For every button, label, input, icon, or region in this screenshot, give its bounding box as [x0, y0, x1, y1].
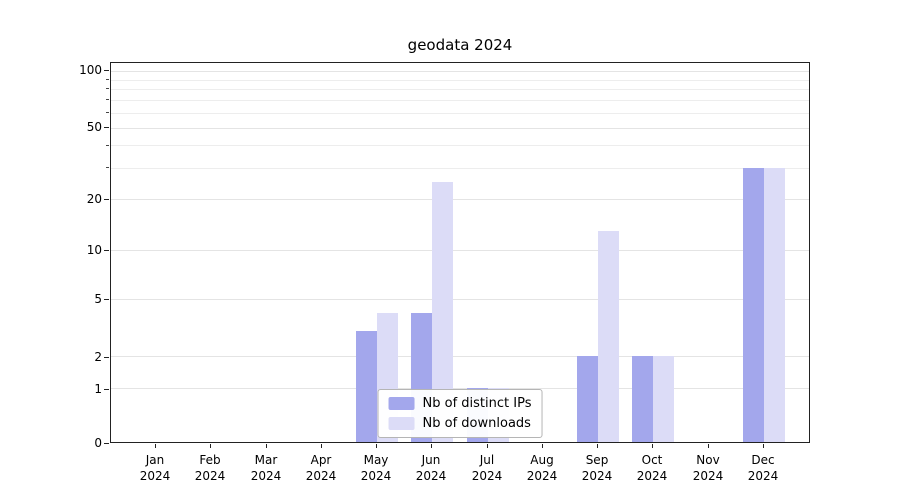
y-minor-tick-mark: [106, 145, 109, 146]
legend-row: Nb of downloads: [388, 416, 532, 431]
gridline-major: [111, 71, 809, 72]
legend-label: Nb of distinct IPs: [422, 396, 532, 411]
x-tick-label: Feb 2024: [194, 453, 226, 483]
x-tick-mark: [708, 444, 709, 448]
gridline-major: [111, 250, 809, 251]
y-tick-mark: [104, 357, 109, 358]
y-minor-tick-mark: [106, 88, 109, 89]
gridline-minor: [111, 145, 809, 146]
y-minor-tick-mark: [106, 167, 109, 168]
x-tick-label: May 2024: [360, 453, 392, 483]
bar-downloads-oct: [653, 356, 674, 442]
x-tick-mark: [210, 444, 211, 448]
bar-distinct-ips-dec: [743, 168, 764, 442]
y-tick-label: 50: [86, 120, 102, 134]
y-tick-mark: [104, 443, 109, 444]
legend: Nb of distinct IPs Nb of downloads: [377, 389, 543, 438]
y-tick-mark: [104, 299, 109, 300]
bar-downloads-sep: [598, 231, 619, 442]
y-minor-tick-mark: [106, 99, 109, 100]
x-tick-mark: [266, 444, 267, 448]
y-tick-label: 0: [94, 436, 102, 450]
x-tick-label: Mar 2024: [250, 453, 282, 483]
x-tick-mark: [542, 444, 543, 448]
x-tick-mark: [763, 444, 764, 448]
gridline-minor: [111, 113, 809, 114]
legend-swatch-distinct-ips: [388, 397, 415, 410]
x-tick-label: Jun 2024: [415, 453, 447, 483]
y-tick-label: 5: [94, 292, 102, 306]
y-minor-tick-mark: [106, 112, 109, 113]
x-tick-label: Jul 2024: [471, 453, 503, 483]
y-tick-mark: [104, 199, 109, 200]
x-tick-label: Jan 2024: [139, 453, 171, 483]
legend-label: Nb of downloads: [422, 416, 531, 431]
gridline-major: [111, 128, 809, 129]
gridline-major: [111, 356, 809, 357]
x-tick-label: Aug 2024: [526, 453, 558, 483]
x-tick-mark: [597, 444, 598, 448]
y-tick-label: 100: [79, 63, 102, 77]
y-tick-label: 20: [86, 192, 102, 206]
gridline-major: [111, 388, 809, 389]
y-tick-mark: [104, 250, 109, 251]
bar-distinct-ips-oct: [632, 356, 653, 442]
legend-row: Nb of distinct IPs: [388, 396, 532, 411]
x-tick-mark: [487, 444, 488, 448]
x-tick-label: Oct 2024: [636, 453, 668, 483]
x-tick-mark: [652, 444, 653, 448]
bar-distinct-ips-sep: [577, 356, 598, 442]
x-tick-label: Apr 2024: [305, 453, 337, 483]
gridline-major: [111, 299, 809, 300]
y-tick-mark: [104, 389, 109, 390]
gridline-minor: [111, 89, 809, 90]
y-tick-label: 2: [94, 350, 102, 364]
chart-title: geodata 2024: [407, 36, 513, 54]
y-minor-tick-mark: [106, 79, 109, 80]
y-tick-label: 10: [86, 243, 102, 257]
x-tick-label: Nov 2024: [692, 453, 724, 483]
bar-distinct-ips-may: [356, 331, 377, 442]
x-tick-mark: [376, 444, 377, 448]
bar-downloads-jun: [432, 182, 453, 442]
gridline-minor: [111, 100, 809, 101]
gridline-minor: [111, 80, 809, 81]
gridline-minor: [111, 168, 809, 169]
y-tick-mark: [104, 127, 109, 128]
x-tick-label: Dec 2024: [747, 453, 779, 483]
y-tick-label: 1: [94, 382, 102, 396]
x-tick-mark: [431, 444, 432, 448]
bar-downloads-dec: [764, 168, 785, 442]
x-tick-label: Sep 2024: [581, 453, 613, 483]
y-tick-mark: [104, 70, 109, 71]
plot-area: Nb of distinct IPs Nb of downloads: [110, 62, 810, 443]
x-tick-mark: [155, 444, 156, 448]
legend-swatch-downloads: [388, 417, 415, 430]
x-tick-mark: [321, 444, 322, 448]
gridline-major: [111, 199, 809, 200]
